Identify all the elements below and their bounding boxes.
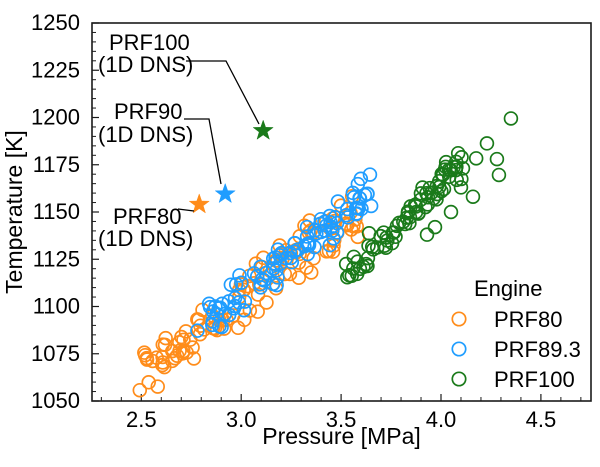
svg-text:1125: 1125: [33, 246, 80, 271]
svg-text:3.0: 3.0: [226, 407, 257, 432]
svg-text:PRF100: PRF100: [494, 367, 575, 392]
svg-text:(1D DNS): (1D DNS): [98, 122, 193, 147]
svg-text:(1D DNS): (1D DNS): [98, 52, 193, 77]
svg-text:1250: 1250: [31, 10, 80, 35]
svg-text:1075: 1075: [31, 341, 80, 366]
svg-text:4.5: 4.5: [526, 407, 557, 432]
svg-text:2.5: 2.5: [126, 407, 157, 432]
svg-text:Engine: Engine: [474, 276, 543, 301]
svg-text:1200: 1200: [31, 105, 80, 130]
svg-text:PRF90: PRF90: [114, 99, 182, 124]
svg-text:Temperature [K]: Temperature [K]: [1, 130, 27, 294]
svg-text:(1D DNS): (1D DNS): [98, 226, 193, 251]
svg-text:1150: 1150: [33, 199, 80, 224]
svg-text:Pressure [MPa]: Pressure [MPa]: [262, 423, 421, 449]
svg-text:1225: 1225: [31, 57, 80, 82]
svg-text:4.0: 4.0: [426, 407, 457, 432]
svg-text:PRF89.3: PRF89.3: [494, 337, 581, 362]
svg-text:1100: 1100: [33, 294, 80, 319]
svg-text:1175: 1175: [33, 152, 80, 177]
svg-text:1050: 1050: [31, 388, 80, 413]
svg-text:PRF80: PRF80: [494, 307, 562, 332]
